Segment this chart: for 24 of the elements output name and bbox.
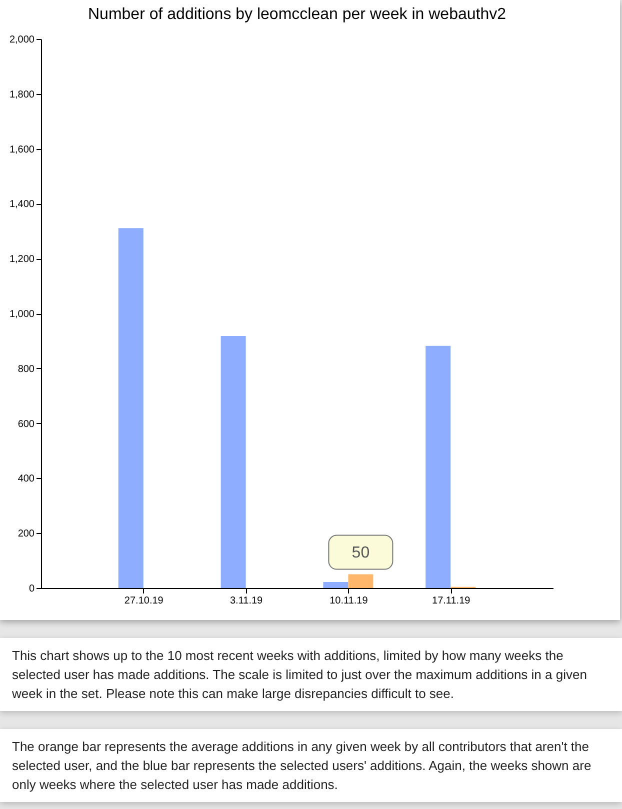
y-tick-label: 0: [28, 584, 35, 594]
text: This chart shows up to the 10 most recent weeks with additions, limited by how many weeks the selected user has made additions. The scale is limited to just over the maximum additions in a given week in the set. Please note this can make large disrepancies difficult to see.: [0, 638, 622, 711]
x-tick-label: 10.11.19: [330, 596, 368, 606]
data-label: 50: [352, 544, 370, 562]
x-tick-label: 17.11.19: [432, 596, 471, 606]
bar: [323, 582, 348, 588]
chart-title: Number of additions by leomcclean per week in webauthv2: [88, 6, 506, 23]
y-tick-label: 1,600: [9, 144, 35, 156]
x-tick-label: 3.11.19: [230, 596, 264, 606]
y-tick-label: 1,800: [9, 89, 35, 100]
y-tick-label: 600: [18, 418, 35, 430]
bar: [426, 346, 451, 588]
y-tick-label: 400: [18, 474, 35, 485]
y-tick-label: 200: [18, 528, 35, 540]
y-tick-label: 1,200: [9, 254, 35, 266]
text: The orange bar represents the average additions in any given week by all contributors that aren't the selected user, and the blue bar represents the selected users' additions. Again, the weeks shown are only weeks where the selected user has made additions.: [0, 729, 622, 802]
x-tick-label: 27.10.19: [124, 596, 164, 606]
bar: [118, 228, 144, 588]
bar: [348, 574, 374, 588]
y-tick-label: 1,400: [9, 199, 35, 210]
y-tick-label: 800: [18, 364, 35, 375]
bar: [220, 336, 246, 588]
y-tick-label: 2,000: [9, 34, 35, 46]
y-tick-label: 1,000: [9, 309, 35, 320]
